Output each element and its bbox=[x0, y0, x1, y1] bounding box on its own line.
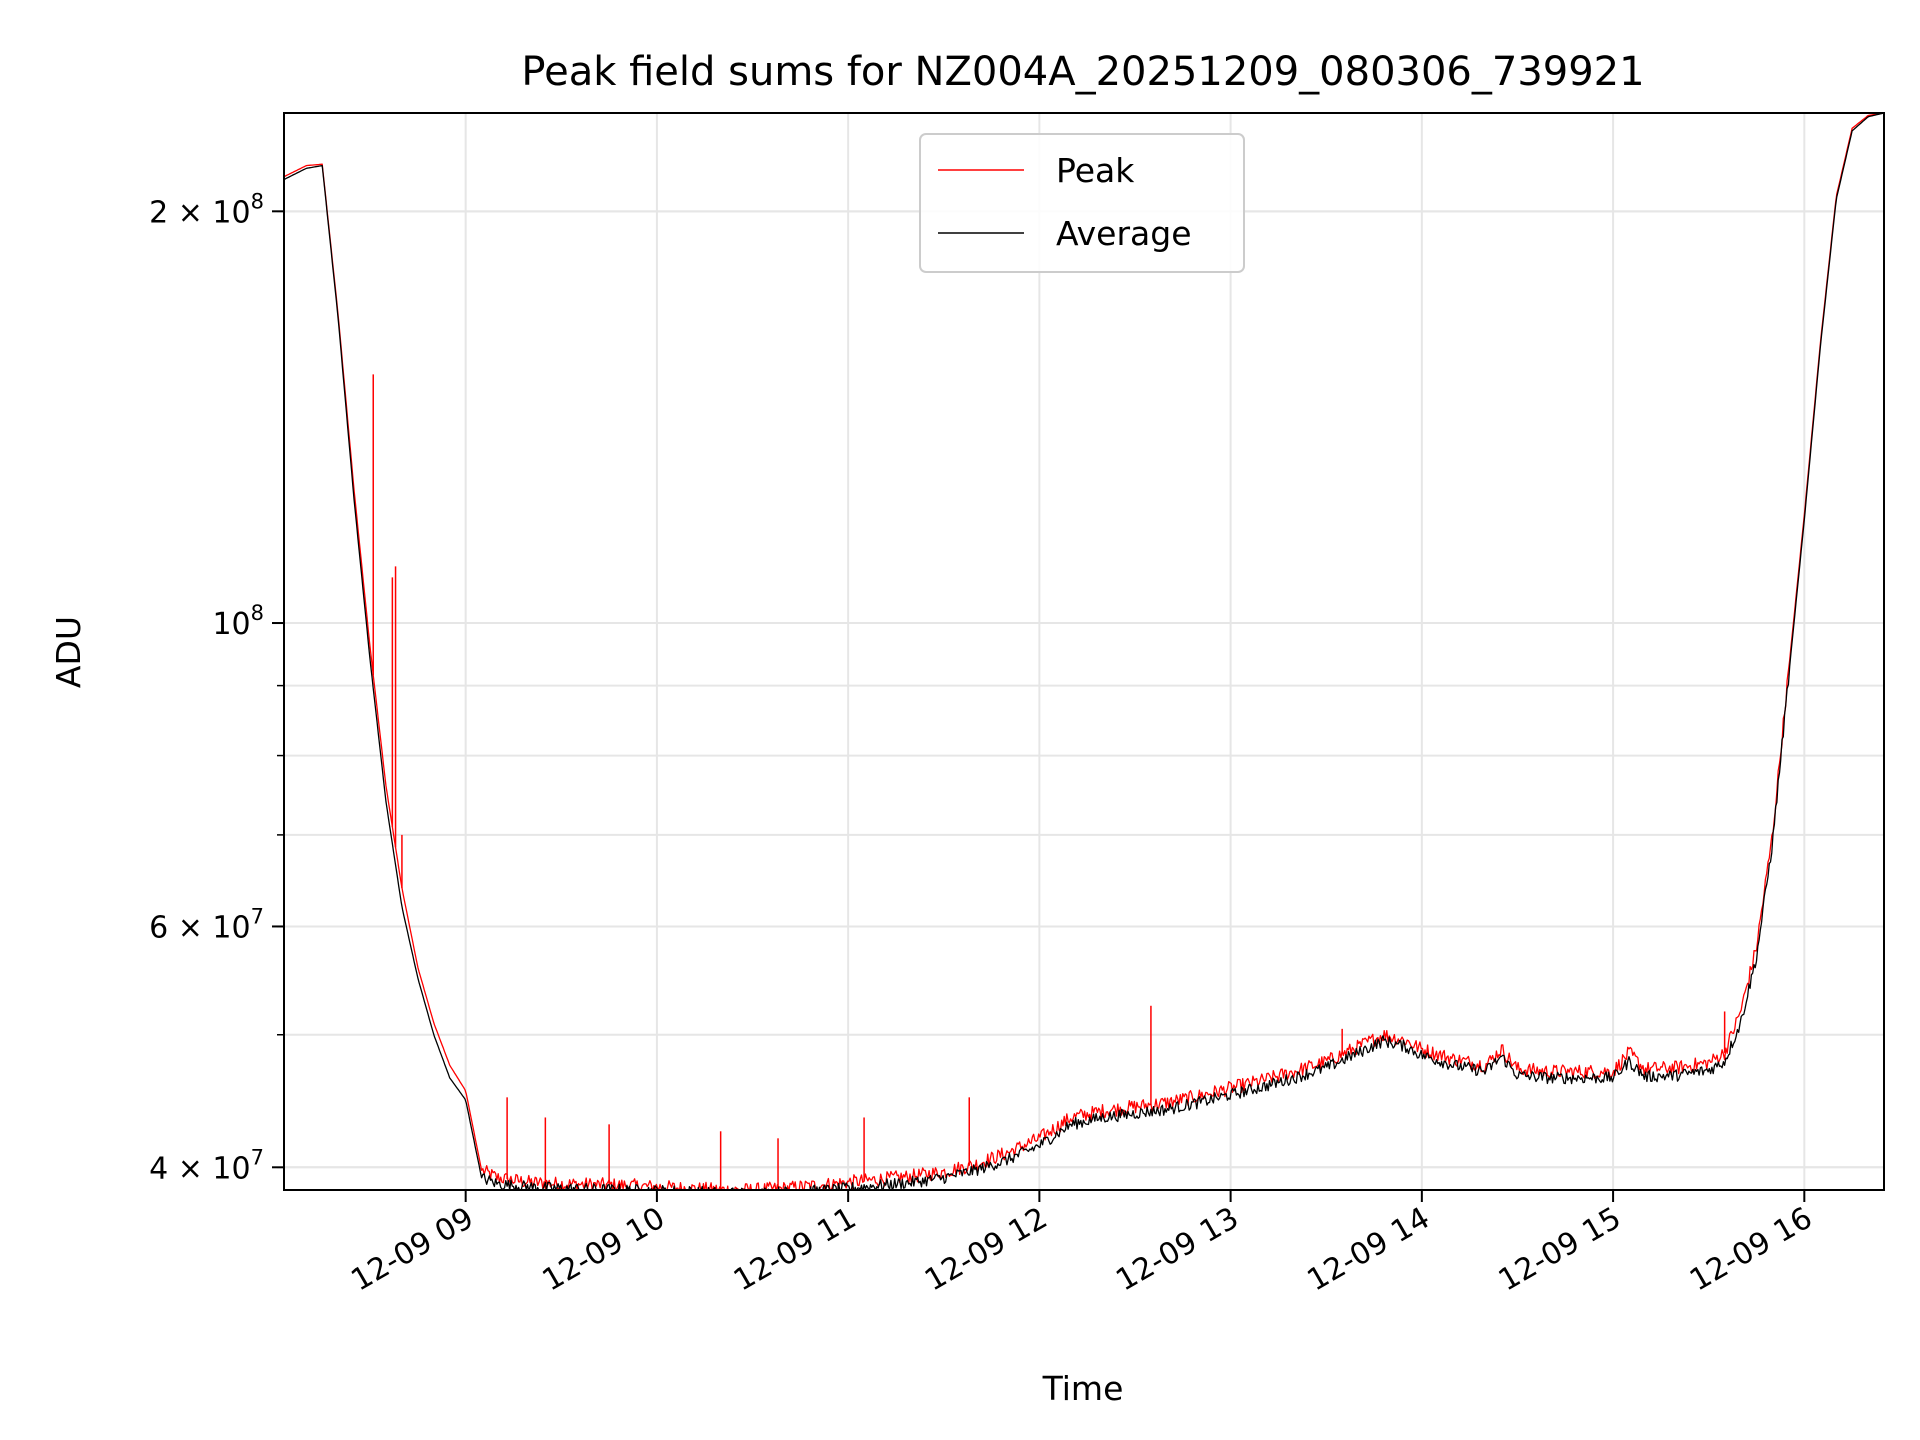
y-axis-ticks: 4 × 107 6 × 107 108 2 × 108 bbox=[149, 189, 284, 1186]
y-tick-label: 6 × 107 bbox=[149, 904, 264, 945]
y-axis-label: ADU bbox=[49, 616, 88, 688]
legend: Peak Average bbox=[919, 133, 1245, 273]
y-tick-label: 2 × 108 bbox=[149, 189, 264, 230]
chart-title: Peak field sums for NZ004A_20251209_0803… bbox=[521, 49, 1644, 95]
legend-label-peak: Peak bbox=[1056, 151, 1135, 190]
series-layer bbox=[284, 113, 1884, 1190]
plot-frame bbox=[283, 112, 1885, 1191]
plot-area bbox=[284, 113, 1884, 1190]
series-line-average bbox=[284, 113, 1884, 1190]
x-axis-label: Time bbox=[1042, 1369, 1124, 1408]
legend-label-average: Average bbox=[1056, 214, 1192, 253]
y-tick-label: 4 × 107 bbox=[149, 1145, 264, 1186]
y-tick-label: 108 bbox=[212, 601, 264, 642]
legend-box bbox=[919, 133, 1245, 273]
